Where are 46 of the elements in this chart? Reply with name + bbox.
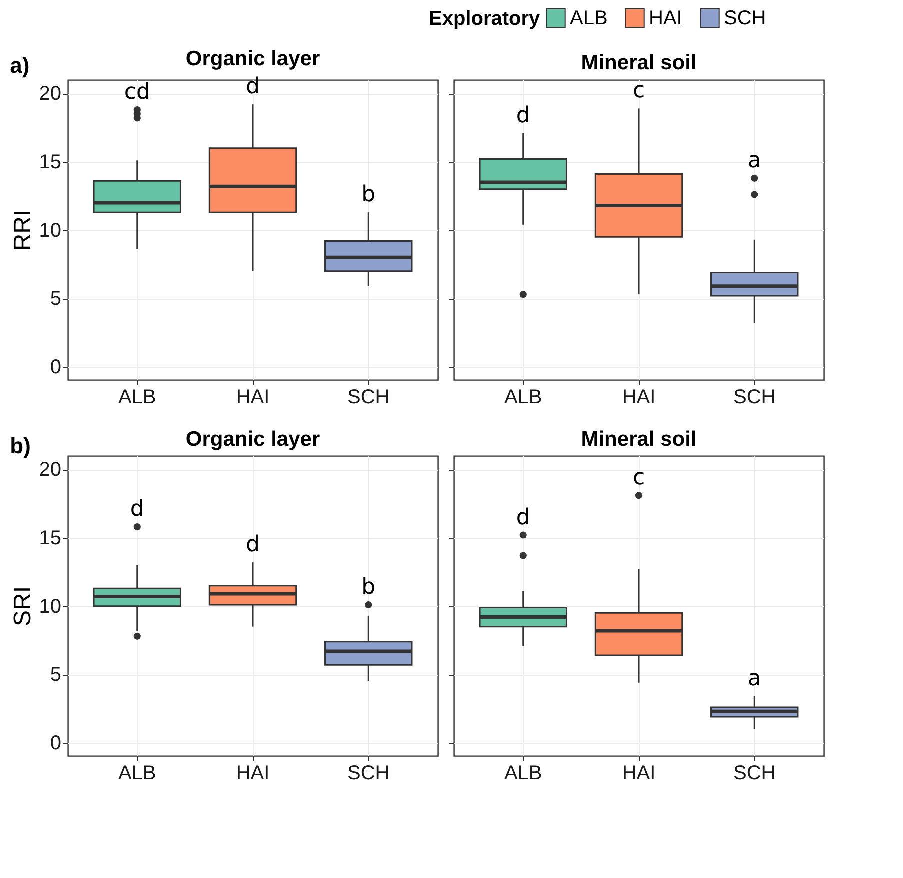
text: b) xyxy=(10,433,31,458)
legend-title: Exploratory xyxy=(429,8,542,30)
y-tick-label: 20 xyxy=(39,83,62,106)
x-tick-label: ALB xyxy=(118,762,156,784)
y-tick-label: 5 xyxy=(50,288,62,310)
annotation: d xyxy=(246,74,260,100)
x-tick-label: SCH xyxy=(734,762,776,784)
x-tick-label: HAI xyxy=(236,386,270,408)
x-tick-label: ALB xyxy=(504,762,542,784)
y-axis-title: SRI xyxy=(9,586,36,627)
annotation: d xyxy=(246,532,260,558)
annotation: c xyxy=(632,78,646,104)
x-tick-label: ALB xyxy=(504,386,542,408)
y-tick-label: 0 xyxy=(50,732,62,755)
y-tick-label: 5 xyxy=(50,664,62,686)
y-tick-label: 10 xyxy=(39,220,62,242)
annotation: c xyxy=(632,466,646,491)
x-tick-label: HAI xyxy=(236,762,270,784)
y-tick-label: 15 xyxy=(39,152,62,174)
chart-title: Organic layer xyxy=(186,428,320,451)
annotation: d xyxy=(516,505,530,530)
annotation: d xyxy=(516,103,530,128)
annotation: b xyxy=(362,182,376,208)
chart-title: Organic layer xyxy=(186,48,320,71)
y-tick-label: 20 xyxy=(39,459,62,482)
y-tick-label: 15 xyxy=(39,528,62,550)
annotation: a xyxy=(748,666,762,692)
x-tick-label: SCH xyxy=(348,386,390,408)
x-tick-label: ALB xyxy=(118,386,156,408)
legend-label: ALB xyxy=(570,7,608,30)
x-tick-label: SCH xyxy=(348,762,390,784)
legend-label: SCH xyxy=(724,7,766,30)
chart-title: Mineral soil xyxy=(581,428,697,451)
chart-title: Mineral soil xyxy=(581,52,697,75)
x-tick-label: HAI xyxy=(622,762,656,784)
annotation: d xyxy=(130,497,144,522)
legend-label: HAI xyxy=(649,7,682,30)
y-axis-title: RRI xyxy=(9,210,36,252)
annotation: a xyxy=(748,148,762,174)
y-tick-label: 0 xyxy=(50,356,62,379)
x-tick-label: HAI xyxy=(622,386,656,408)
annotation: cd xyxy=(124,80,150,106)
text: a) xyxy=(10,53,30,78)
x-tick-label: SCH xyxy=(734,386,776,408)
y-tick-label: 10 xyxy=(39,596,62,618)
annotation: b xyxy=(362,574,376,600)
